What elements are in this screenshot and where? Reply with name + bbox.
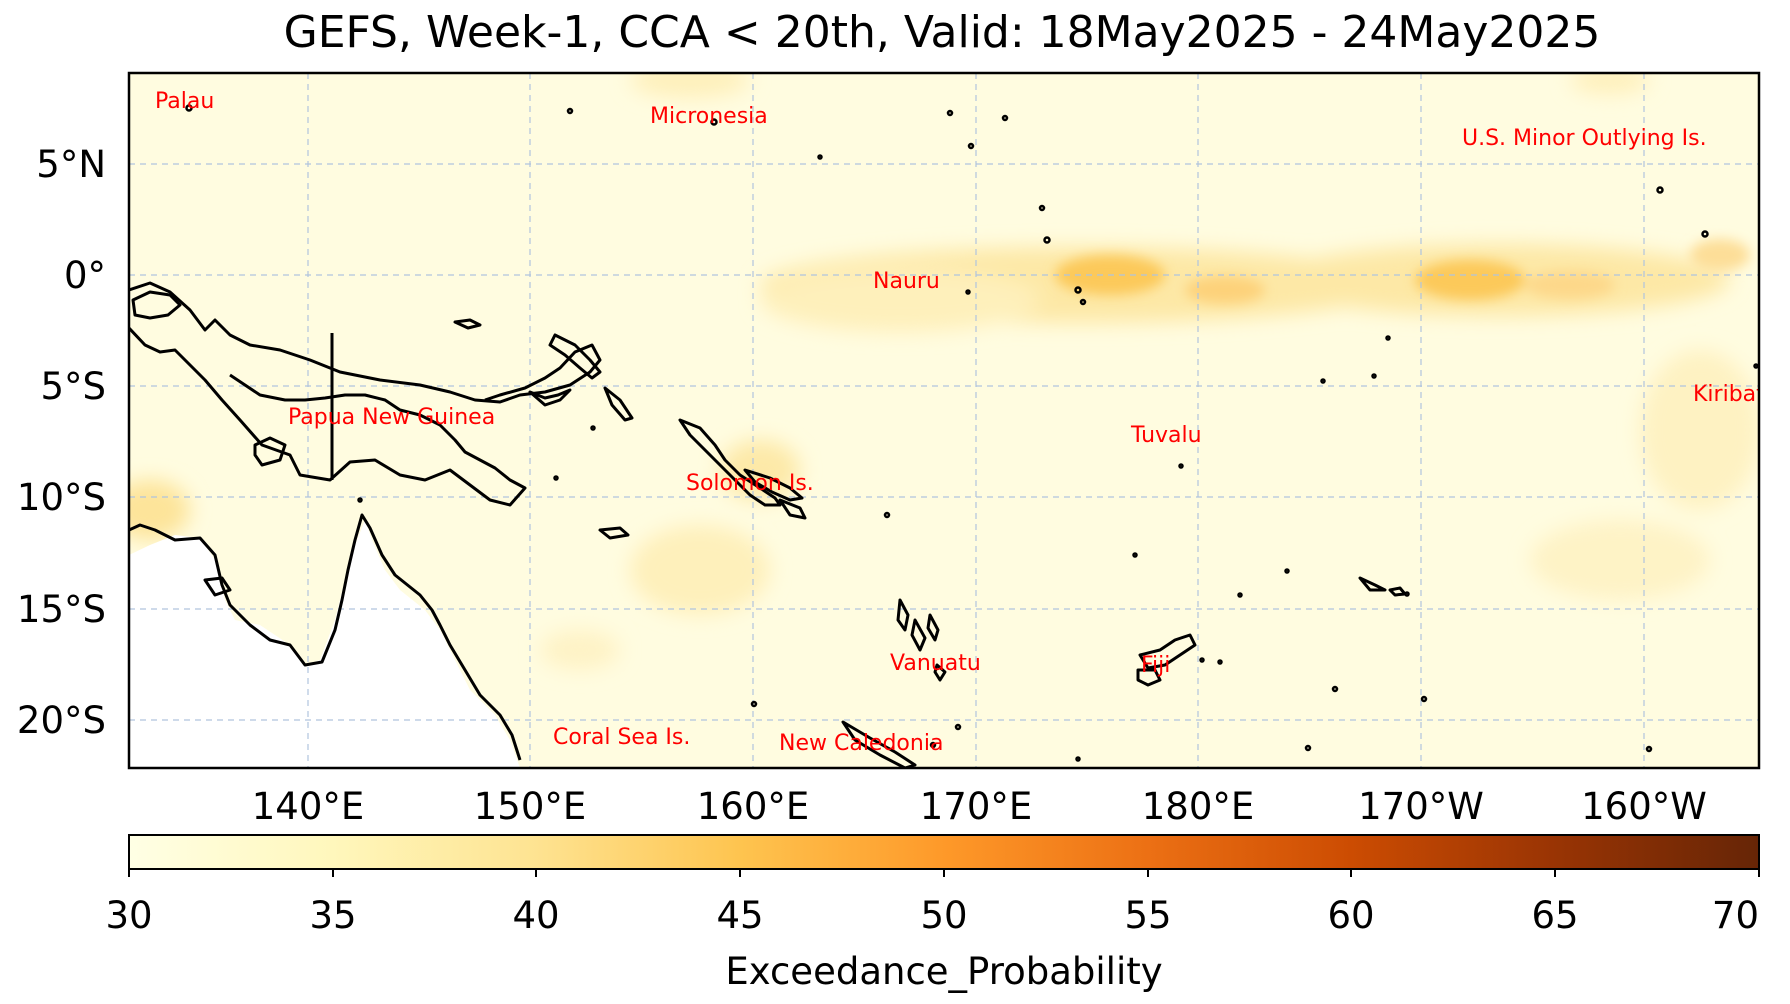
place-label-coral-sea-islands: Coral Sea Is.: [553, 725, 690, 750]
colorbar-tick-45: 45: [716, 894, 763, 937]
lon-tick-150e: 150°E: [474, 785, 587, 828]
lon-tick-180e: 180°E: [1142, 785, 1255, 828]
vanuatu-1: [896, 598, 910, 632]
colorbar-tick-65: 65: [1531, 894, 1578, 937]
north-east-patch: [1570, 73, 1650, 94]
lon-tick-labels: 140°E 150°E 160°E 170°E 180°E 170°W 160°…: [252, 785, 1707, 828]
lon-tick-160w: 160°W: [1581, 785, 1707, 828]
place-label-new-caledonia: New Caledonia: [779, 731, 943, 756]
lat-tick-5n: 5°N: [36, 143, 106, 186]
colorbar-tick-35: 35: [309, 894, 356, 937]
colorbar-tick-50: 50: [920, 894, 967, 937]
samoa-1: [1358, 576, 1387, 592]
place-label-fiji: Fiji: [1141, 653, 1170, 678]
new-guinea-coast: [129, 281, 602, 507]
place-label-kiribati: Kiribati: [1693, 382, 1771, 407]
place-label-tuvalu: Tuvalu: [1130, 423, 1202, 448]
gulf-patch: [129, 480, 190, 540]
coral-sea-patch: [630, 525, 770, 615]
equatorial-core-east-2: [1525, 271, 1615, 299]
gridlines: [129, 73, 1759, 768]
place-label-vanuatu: Vanuatu: [890, 651, 981, 676]
australia-land: [129, 520, 520, 768]
vanuatu-2: [910, 618, 927, 652]
east-patch: [1640, 350, 1759, 510]
lat-tick-5s: 5°S: [40, 365, 106, 408]
solomon-chain-1: [678, 418, 782, 507]
colorbar-tick-70: 70: [1712, 894, 1759, 937]
bougainville: [603, 386, 634, 422]
colorbar-tick-marks: [128, 869, 1760, 877]
vanuatu-3: [926, 613, 940, 642]
lon-tick-160e: 160°E: [697, 785, 810, 828]
lat-tick-15s: 15°S: [17, 588, 106, 631]
australia-coast: [129, 513, 522, 761]
place-label-palau: Palau: [155, 89, 214, 114]
place-label-papua-new-guinea: Papua New Guinea: [288, 405, 495, 430]
lat-tick-10s: 10°S: [17, 476, 106, 519]
manus: [453, 318, 482, 330]
lat-tick-labels: 5°N 0° 5°S 10°S 15°S 20°S: [17, 143, 106, 742]
new-ireland: [548, 333, 602, 380]
lon-tick-170w: 170°W: [1358, 785, 1484, 828]
lat-tick-0: 0°: [64, 254, 106, 297]
place-label-nauru: Nauru: [873, 269, 940, 294]
new-britain: [528, 388, 572, 407]
south-patch: [540, 630, 620, 670]
equatorial-core-far-east: [1690, 239, 1750, 271]
frederik-island: [253, 436, 287, 467]
solomon-chain-3: [778, 498, 807, 520]
north-patch: [630, 73, 750, 98]
colorbar: 30 35 40 45 50 55 60 65 70 Exceedance_Pr…: [105, 834, 1760, 993]
equatorial-core-east: [1415, 260, 1525, 300]
equatorial-core-2: [1185, 276, 1265, 304]
colorbar-tick-60: 60: [1327, 894, 1374, 937]
colorbar-tick-55: 55: [1124, 894, 1171, 937]
colorbar-bar: [128, 834, 1760, 870]
colorbar-tick-30: 30: [105, 894, 152, 937]
map-area: Palau Micronesia U.S. Minor Outlying Is.…: [129, 73, 1771, 768]
viti-levu: [1136, 668, 1162, 687]
vanuatu-4: [933, 663, 947, 682]
colorbar-label: Exceedance_Probability: [725, 950, 1162, 993]
place-label-micronesia: Micronesia: [650, 104, 768, 129]
lon-tick-140e: 140°E: [252, 785, 365, 828]
place-label-solomon-islands: Solomon Is.: [686, 471, 814, 496]
solomon-chain-2: [743, 468, 804, 502]
bird-head: [131, 290, 182, 320]
small-islands: [185, 104, 1759, 762]
colorbar-tick-40: 40: [512, 894, 559, 937]
rennell: [598, 526, 630, 540]
vanua-levu: [1138, 633, 1197, 670]
groote: [203, 576, 232, 597]
new-caledonia: [841, 720, 917, 768]
map-title: GEFS, Week-1, CCA < 20th, Valid: 18May20…: [284, 7, 1601, 58]
place-label-us-minor-outlying: U.S. Minor Outlying Is.: [1462, 126, 1707, 151]
southeast-patch: [1530, 520, 1710, 600]
probability-field: [129, 73, 1759, 670]
equatorial-band-west: [760, 268, 1040, 332]
lat-tick-20s: 20°S: [17, 699, 106, 742]
map-frame: [127, 71, 1761, 770]
lon-tick-170e: 170°E: [920, 785, 1033, 828]
place-labels: Palau Micronesia U.S. Minor Outlying Is.…: [155, 89, 1771, 756]
